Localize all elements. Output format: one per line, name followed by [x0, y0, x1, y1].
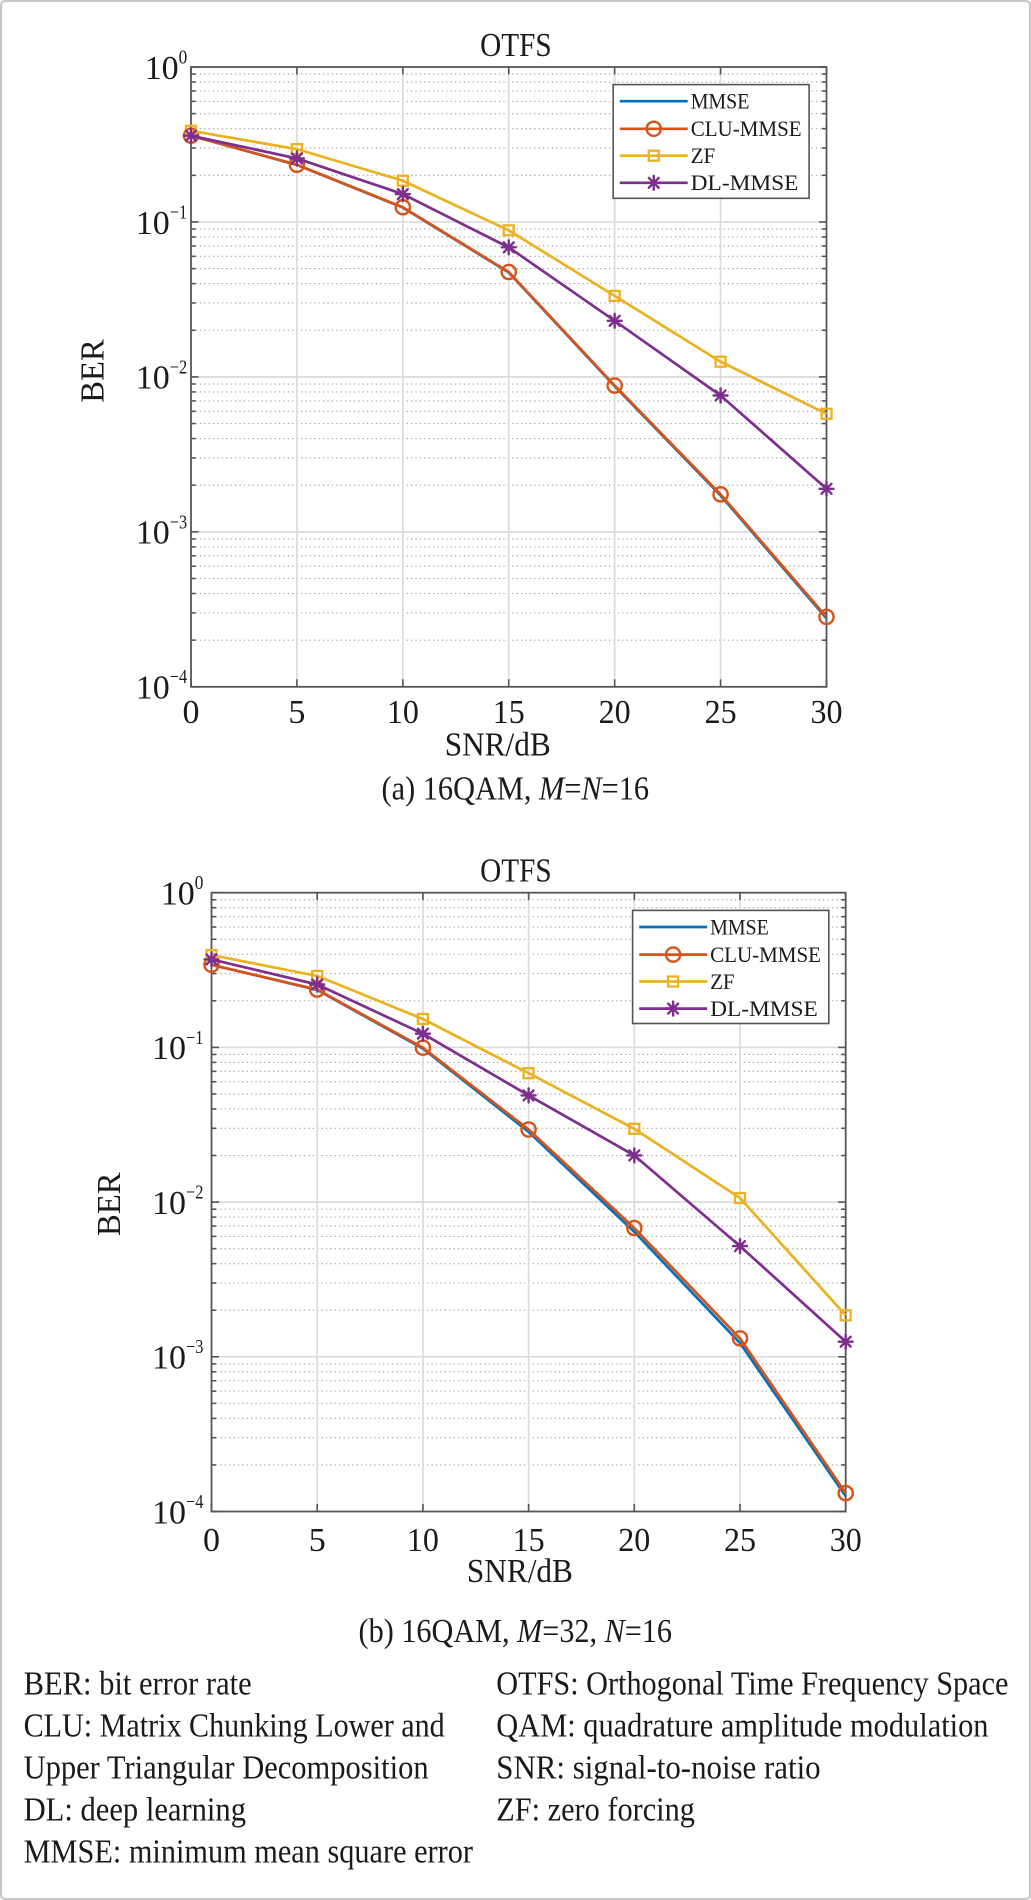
svg-text:25: 25: [705, 694, 737, 731]
svg-text:10−1: 10−1: [136, 201, 187, 241]
svg-text:BER: BER: [91, 1172, 128, 1236]
svg-text:10−2: 10−2: [152, 1182, 203, 1222]
svg-text:BER: bit error rate: BER: bit error rate: [24, 1665, 252, 1702]
svg-text:ZF: ZF: [710, 969, 735, 994]
svg-text:CLU: Matrix Chunking Lower and: CLU: Matrix Chunking Lower and: [24, 1707, 445, 1744]
svg-text:10−3: 10−3: [152, 1336, 203, 1376]
svg-text:OTFS: OTFS: [480, 852, 552, 889]
svg-text:ZF: ZF: [691, 143, 716, 168]
svg-text:10−1: 10−1: [152, 1027, 203, 1067]
svg-text:100: 100: [145, 46, 188, 86]
svg-text:20: 20: [618, 1522, 650, 1559]
svg-text:10−4: 10−4: [136, 666, 187, 706]
svg-text:Upper Triangular Decomposition: Upper Triangular Decomposition: [24, 1749, 429, 1786]
svg-text:20: 20: [599, 694, 631, 731]
svg-text:10−3: 10−3: [136, 511, 187, 551]
svg-text:15: 15: [493, 694, 525, 731]
svg-text:(b) 16QAM, M=32, N=16: (b) 16QAM, M=32, N=16: [359, 1613, 673, 1650]
svg-text:DL-MMSE: DL-MMSE: [710, 996, 818, 1021]
svg-text:30: 30: [811, 694, 843, 731]
svg-text:SNR/dB: SNR/dB: [445, 727, 551, 764]
svg-text:CLU-MMSE: CLU-MMSE: [710, 942, 821, 967]
svg-text:10: 10: [387, 694, 419, 731]
svg-text:0: 0: [203, 1522, 220, 1559]
svg-text:100: 100: [161, 872, 204, 912]
svg-text:10: 10: [407, 1522, 439, 1559]
svg-text:QAM: quadrature amplitude modu: QAM: quadrature amplitude modulation: [496, 1707, 988, 1744]
svg-text:DL-MMSE: DL-MMSE: [691, 170, 799, 195]
svg-text:10−4: 10−4: [152, 1491, 203, 1531]
svg-text:CLU-MMSE: CLU-MMSE: [691, 116, 802, 141]
svg-text:BER: BER: [74, 339, 111, 403]
svg-text:25: 25: [724, 1522, 756, 1559]
svg-text:OTFS: Orthogonal Time Frequenc: OTFS: Orthogonal Time Frequency Space: [496, 1665, 1008, 1702]
svg-text:5: 5: [309, 1522, 326, 1559]
svg-text:30: 30: [830, 1522, 862, 1559]
svg-text:MMSE: MMSE: [691, 89, 750, 114]
svg-text:ZF: zero forcing: ZF: zero forcing: [496, 1792, 695, 1829]
svg-text:OTFS: OTFS: [480, 27, 552, 64]
svg-text:15: 15: [513, 1522, 545, 1559]
svg-text:10−2: 10−2: [136, 356, 187, 396]
svg-text:SNR/dB: SNR/dB: [467, 1553, 573, 1590]
svg-text:DL: deep learning: DL: deep learning: [24, 1792, 246, 1829]
svg-text:(a) 16QAM, M=N=16: (a) 16QAM, M=N=16: [382, 770, 650, 807]
svg-text:SNR: signal-to-noise ratio: SNR: signal-to-noise ratio: [496, 1749, 820, 1786]
svg-text:5: 5: [288, 694, 305, 731]
svg-text:0: 0: [183, 694, 200, 731]
svg-text:MMSE: MMSE: [710, 914, 769, 939]
svg-text:MMSE: minimum mean square erro: MMSE: minimum mean square error: [24, 1834, 474, 1871]
